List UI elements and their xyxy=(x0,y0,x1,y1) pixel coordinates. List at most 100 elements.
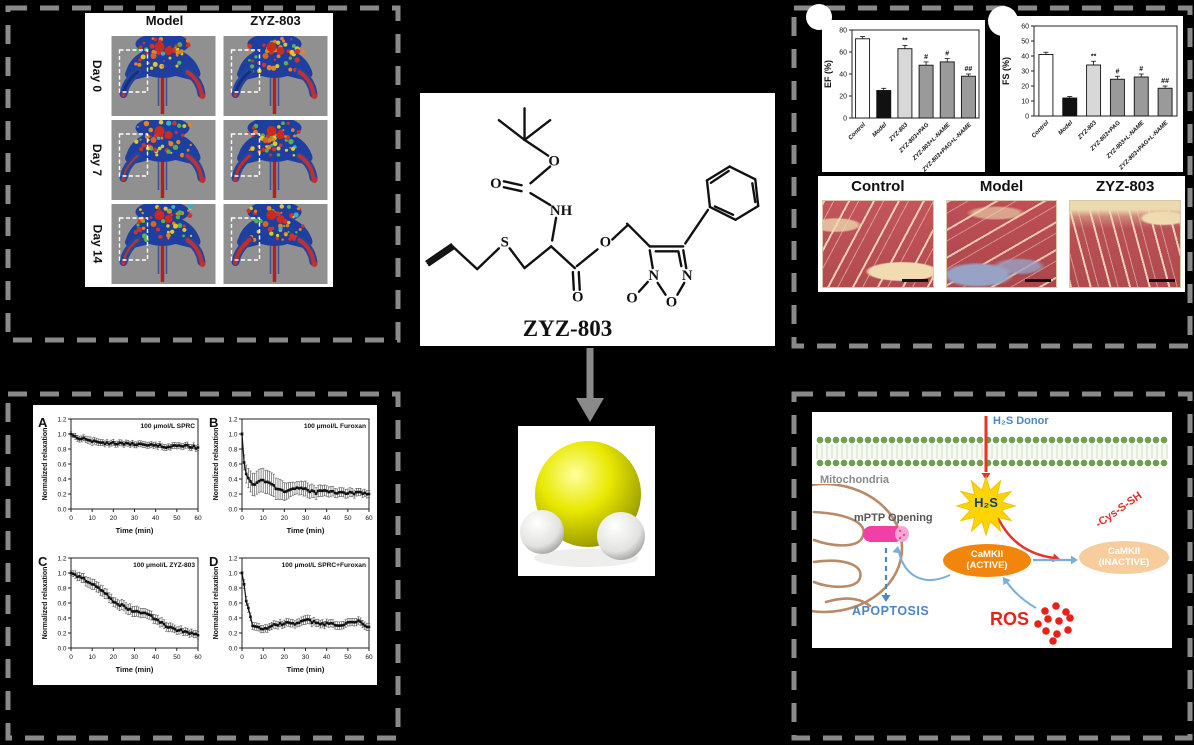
imaging-column-headers: Model ZYZ-803 xyxy=(109,13,331,33)
membrane-interior xyxy=(816,444,1168,459)
svg-text:**: ** xyxy=(1091,53,1097,60)
svg-text:10: 10 xyxy=(1021,99,1029,106)
svg-text:O: O xyxy=(548,154,560,170)
histology-image-zyz803 xyxy=(1069,200,1182,288)
svg-text:1.0: 1.0 xyxy=(57,570,66,577)
svg-text:0.2: 0.2 xyxy=(57,630,66,637)
ros-label: ROS xyxy=(990,609,1030,629)
compound-name: ZYZ-803 xyxy=(522,316,613,341)
svg-text:1.2: 1.2 xyxy=(228,555,237,562)
svg-text:0.2: 0.2 xyxy=(57,491,66,498)
h2s-donor-label: H₂S Donor xyxy=(993,415,1049,427)
svg-text:##: ## xyxy=(1161,78,1169,85)
svg-text:0.4: 0.4 xyxy=(57,615,66,622)
camkii-active-line2: (ACTIVE) xyxy=(966,559,1008,571)
svg-text:0.2: 0.2 xyxy=(228,491,237,498)
mitochondria-label: Mitochondria xyxy=(820,474,890,486)
svg-text:Time (min): Time (min) xyxy=(287,526,325,535)
svg-text:0: 0 xyxy=(1025,114,1029,121)
apoptosis-label: APOPTOSIS xyxy=(852,604,930,618)
histology-label: Model xyxy=(979,178,1024,195)
svg-text:Normalized relaxation: Normalized relaxation xyxy=(42,567,49,640)
histology-control: Control xyxy=(822,178,934,290)
svg-text:O: O xyxy=(572,290,584,306)
svg-text:100 μmol/L SPRC: 100 μmol/L SPRC xyxy=(141,423,196,430)
imaging-row: Day 0 xyxy=(85,35,333,117)
mptp-cylinder xyxy=(863,526,909,542)
svg-text:0.6: 0.6 xyxy=(228,600,237,607)
svg-text:Model: Model xyxy=(872,122,889,139)
imaging-row: Day 7 xyxy=(85,119,333,201)
svg-text:30: 30 xyxy=(302,654,310,661)
svg-text:NH: NH xyxy=(550,203,573,219)
svg-text:0.0: 0.0 xyxy=(228,506,237,513)
svg-text:60: 60 xyxy=(1021,24,1029,31)
vasorelaxation-panel: A 100 μmol/L SPRC 0.0 0.2 0.4 0.6 0.8 1.0 1.2 0 10… xyxy=(33,405,377,685)
svg-text:20: 20 xyxy=(281,654,289,661)
svg-text:10: 10 xyxy=(89,515,97,522)
svg-text:A: A xyxy=(38,415,48,430)
svg-text:60: 60 xyxy=(365,654,373,661)
svg-text:30: 30 xyxy=(131,654,139,661)
histology-image-control xyxy=(822,200,934,288)
svg-text:0.4: 0.4 xyxy=(57,476,66,483)
ef-chart-panel: 0 20 40 60 80 EF (%) Control Model ** ZYZ-803 # ZYZ… xyxy=(822,20,985,172)
camkii-active-ellipse: CaMKII (ACTIVE) xyxy=(943,544,1031,577)
mechanism-arrows xyxy=(881,416,1078,645)
camkii-inactive-line2: (INACTIVE) xyxy=(1098,556,1150,568)
membrane-outer-leaflet xyxy=(816,436,1168,444)
svg-text:O: O xyxy=(600,234,612,250)
histology-label: ZYZ-803 xyxy=(1096,178,1155,195)
svg-text:O: O xyxy=(666,295,678,311)
svg-text:1.0: 1.0 xyxy=(228,431,237,438)
imaging-row-label: Day 0 xyxy=(90,59,104,93)
svg-text:Normalized relaxation: Normalized relaxation xyxy=(213,567,220,640)
svg-text:20: 20 xyxy=(1021,84,1029,91)
histology-model: Model xyxy=(945,178,1058,290)
svg-text:1.0: 1.0 xyxy=(228,570,237,577)
h2s-label: H₂S xyxy=(974,495,998,510)
scale-bar xyxy=(1025,279,1052,282)
perfusion-image xyxy=(221,36,330,116)
svg-text:100 μmol/L SPRC+Furoxan: 100 μmol/L SPRC+Furoxan xyxy=(282,562,366,569)
svg-text:60: 60 xyxy=(839,50,847,57)
svg-text:10: 10 xyxy=(260,515,268,522)
svg-text:Time (min): Time (min) xyxy=(116,665,154,674)
svg-text:0.4: 0.4 xyxy=(228,615,237,622)
ef-bar-chart: 0 20 40 60 80 EF (%) Control Model ** ZYZ-803 # ZYZ… xyxy=(823,28,980,172)
mechanism-panel: H₂S Donor Mitochondria mPTP Opening H₂S … xyxy=(812,412,1172,648)
svg-text:N: N xyxy=(648,268,659,284)
svg-text:ZYZ-803+PAG+L-NAME: ZYZ-803+PAG+L-NAME xyxy=(1118,119,1170,171)
svg-text:FS (%): FS (%) xyxy=(1001,57,1011,85)
svg-text:##: ## xyxy=(965,66,973,73)
mitochondria-drawing xyxy=(812,484,904,614)
svg-text:**: ** xyxy=(902,37,908,44)
scale-bar xyxy=(901,279,928,282)
svg-text:#: # xyxy=(924,54,928,61)
svg-text:ZYZ-803+L-NAME: ZYZ-803+L-NAME xyxy=(911,121,952,162)
svg-text:0.8: 0.8 xyxy=(57,585,66,592)
scale-bar xyxy=(1149,279,1176,282)
svg-text:B: B xyxy=(209,415,218,430)
svg-text:Normalized relaxation: Normalized relaxation xyxy=(42,428,49,501)
svg-text:30: 30 xyxy=(302,515,310,522)
svg-text:10: 10 xyxy=(89,654,97,661)
starburst-icon xyxy=(956,476,1016,536)
relaxation-chart-A: A 100 μmol/L SPRC 0.0 0.2 0.4 0.6 0.8 1.0 1.2 0 10… xyxy=(38,415,202,535)
imaging-row: Day 14 xyxy=(85,203,333,285)
svg-text:50: 50 xyxy=(344,654,352,661)
perfusion-image xyxy=(221,120,330,200)
svg-text:0: 0 xyxy=(240,654,244,661)
svg-text:50: 50 xyxy=(1021,39,1029,46)
svg-text:C: C xyxy=(38,554,48,569)
svg-text:100 μmol/L Furoxan: 100 μmol/L Furoxan xyxy=(304,423,366,430)
svg-text:10: 10 xyxy=(260,654,268,661)
svg-text:0.6: 0.6 xyxy=(228,461,237,468)
svg-text:40: 40 xyxy=(323,654,331,661)
svg-text:#: # xyxy=(945,51,949,58)
fs-chart-panel: 0 10 20 30 40 50 60 FS (%) Control Model ** ZYZ-803… xyxy=(1000,16,1183,172)
svg-text:20: 20 xyxy=(110,515,118,522)
